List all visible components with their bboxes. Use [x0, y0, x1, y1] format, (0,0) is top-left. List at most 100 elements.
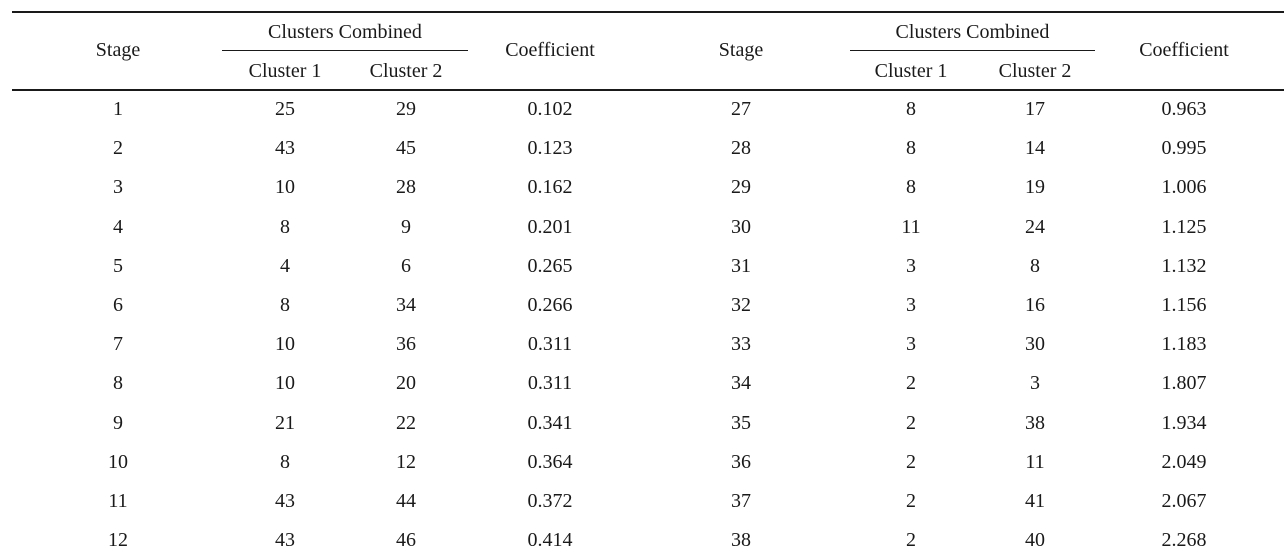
cell-stage-right: 35: [731, 411, 751, 434]
cell-coefficient-right: 0.995: [1161, 137, 1207, 160]
cell-coefficient-left: 0.341: [527, 411, 573, 434]
cell-cluster2-right: 40: [1025, 529, 1045, 552]
header-bottom-rule: [12, 89, 1284, 91]
cell-cluster2-left: 44: [396, 490, 416, 512]
cell-stage-left: 12: [108, 529, 128, 552]
cell-stage-left: 10: [108, 450, 128, 473]
cell-coefficient-right: 1.183: [1161, 333, 1207, 356]
cell-stage-right: 32: [731, 294, 751, 316]
cell-cluster2-right: 17: [1025, 98, 1045, 120]
cell-cluster2-left: 36: [396, 333, 416, 356]
cell-coefficient-right: 1.807: [1161, 372, 1207, 395]
cell-coefficient-left: 0.414: [527, 529, 573, 552]
cell-coefficient-right: 1.132: [1161, 254, 1207, 277]
cell-cluster2-left: 6: [401, 254, 411, 277]
cell-cluster1-left: 43: [275, 529, 295, 552]
clusters-combined-span-rule-left: [222, 50, 468, 51]
cell-coefficient-right: 1.156: [1161, 294, 1207, 316]
cell-cluster2-left: 34: [396, 294, 416, 316]
cell-cluster1-right: 2: [906, 529, 916, 552]
cell-cluster1-left: 10: [275, 176, 295, 199]
cell-cluster1-left: 4: [280, 254, 290, 277]
cell-cluster1-right: 8: [906, 176, 916, 199]
cell-cluster1-right: 2: [906, 490, 916, 512]
header-cluster2-left: Cluster 2: [369, 60, 443, 82]
cell-coefficient-right: 2.067: [1161, 490, 1207, 512]
cell-stage-right: 31: [731, 254, 751, 277]
cell-stage-right: 30: [731, 215, 751, 238]
header-cluster1-right: Cluster 1: [874, 60, 948, 82]
header-clusters-combined-left: Clusters Combined: [268, 21, 422, 43]
cell-coefficient-right: 2.049: [1161, 450, 1207, 473]
cell-stage-right: 34: [731, 372, 751, 395]
cell-cluster1-left: 21: [275, 411, 295, 434]
cell-coefficient-left: 0.162: [527, 176, 573, 199]
cell-coefficient-right: 1.934: [1161, 411, 1207, 434]
cell-coefficient-left: 0.364: [527, 450, 573, 473]
cell-cluster1-left: 43: [275, 137, 295, 160]
cell-cluster2-left: 9: [401, 215, 411, 238]
cell-stage-left: 11: [108, 490, 128, 512]
header-clusters-combined-right: Clusters Combined: [895, 21, 1050, 43]
header-coefficient-right: Coefficient: [1139, 39, 1229, 61]
cell-cluster2-right: 11: [1025, 450, 1045, 473]
clusters-combined-span-rule-right: [850, 50, 1095, 51]
header-stage-right: Stage: [718, 39, 764, 61]
cell-coefficient-left: 0.123: [527, 137, 573, 160]
cell-coefficient-left: 0.102: [527, 98, 573, 120]
cell-coefficient-right: 1.006: [1161, 176, 1207, 199]
cell-stage-right: 29: [731, 176, 751, 199]
table-top-rule: [12, 11, 1284, 13]
cell-cluster2-left: 46: [396, 529, 416, 552]
cell-coefficient-left: 0.201: [527, 215, 573, 238]
cell-cluster1-left: 10: [275, 372, 295, 395]
cell-stage-left: 6: [113, 294, 123, 316]
cell-stage-left: 1: [113, 98, 123, 120]
cell-stage-left: 4: [113, 215, 123, 238]
cell-cluster2-left: 12: [396, 450, 416, 473]
cell-cluster1-right: 2: [906, 372, 916, 395]
cell-cluster2-right: 8: [1030, 254, 1040, 277]
cell-stage-right: 36: [731, 450, 751, 473]
cell-coefficient-right: 2.268: [1161, 529, 1207, 552]
cell-stage-left: 5: [113, 254, 123, 277]
cell-coefficient-left: 0.372: [527, 490, 573, 512]
cell-stage-left: 8: [113, 372, 123, 395]
cell-cluster1-right: 2: [906, 450, 916, 473]
cell-stage-right: 38: [731, 529, 751, 552]
cell-cluster2-left: 45: [396, 137, 416, 160]
header-cluster2-right: Cluster 2: [998, 60, 1072, 82]
cell-cluster1-left: 43: [275, 490, 295, 512]
cell-cluster2-left: 28: [396, 176, 416, 199]
header-stage-left: Stage: [95, 39, 141, 61]
cell-cluster1-left: 25: [275, 98, 295, 120]
cell-cluster2-right: 30: [1025, 333, 1045, 356]
cell-cluster1-left: 10: [275, 333, 295, 356]
cell-coefficient-left: 0.311: [527, 333, 573, 356]
cell-cluster1-right: 3: [906, 333, 916, 356]
cell-cluster1-right: 8: [906, 98, 916, 120]
cell-cluster2-right: 16: [1025, 294, 1045, 316]
cell-cluster2-right: 24: [1025, 215, 1045, 238]
header-cluster1-left: Cluster 1: [248, 60, 322, 82]
cell-cluster1-right: 8: [906, 137, 916, 160]
cell-coefficient-right: 1.125: [1161, 215, 1207, 238]
cell-cluster2-right: 14: [1025, 137, 1045, 160]
cell-coefficient-right: 0.963: [1161, 98, 1207, 120]
cell-coefficient-left: 0.266: [527, 294, 573, 316]
cell-cluster1-right: 2: [906, 411, 916, 434]
cell-cluster1-right: 3: [906, 294, 916, 316]
header-coefficient-left: Coefficient: [505, 39, 595, 61]
cell-stage-right: 27: [731, 98, 751, 120]
cell-stage-left: 3: [113, 176, 123, 199]
cell-stage-left: 2: [113, 137, 123, 160]
cell-cluster2-right: 3: [1030, 372, 1040, 395]
cell-stage-right: 28: [731, 137, 751, 160]
cell-stage-left: 7: [113, 333, 123, 356]
cell-cluster2-right: 19: [1025, 176, 1045, 199]
cell-cluster2-left: 29: [396, 98, 416, 120]
cell-cluster2-right: 38: [1025, 411, 1045, 434]
cell-cluster1-right: 11: [901, 215, 921, 238]
cell-cluster2-left: 22: [396, 411, 416, 434]
